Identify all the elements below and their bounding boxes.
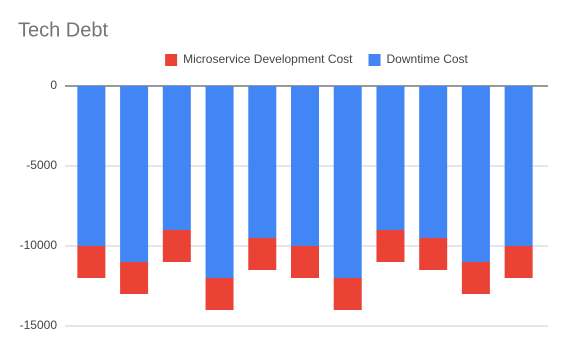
bar <box>461 86 490 262</box>
legend-label: Downtime Cost <box>387 52 469 66</box>
bar <box>504 246 533 278</box>
y-tick-label: 0 <box>50 78 57 92</box>
legend-item: Downtime Cost <box>368 52 469 66</box>
bar <box>205 86 234 278</box>
bar <box>77 86 106 246</box>
legend-swatch <box>368 54 381 66</box>
bar <box>162 86 191 230</box>
bar <box>248 86 277 238</box>
bar <box>376 230 405 262</box>
bar <box>333 278 362 310</box>
chart-title: Tech Debt <box>18 19 108 41</box>
bar <box>77 246 106 278</box>
bar <box>504 86 533 246</box>
bar <box>120 262 149 294</box>
bar <box>248 238 277 270</box>
y-tick-label: -10000 <box>20 238 58 252</box>
legend-label: Microservice Development Cost <box>183 52 353 66</box>
y-tick-label: -5000 <box>26 158 57 172</box>
bar <box>162 230 191 262</box>
bar <box>333 86 362 278</box>
bar <box>419 86 448 238</box>
bar <box>419 238 448 270</box>
bar <box>120 86 149 262</box>
bar <box>376 86 405 230</box>
bar <box>205 278 234 310</box>
bar <box>291 246 319 278</box>
bar <box>461 262 490 294</box>
legend-item: Microservice Development Cost <box>165 52 353 66</box>
bar <box>291 86 319 246</box>
y-tick-label: -15000 <box>20 318 58 332</box>
legend-swatch <box>165 54 178 66</box>
